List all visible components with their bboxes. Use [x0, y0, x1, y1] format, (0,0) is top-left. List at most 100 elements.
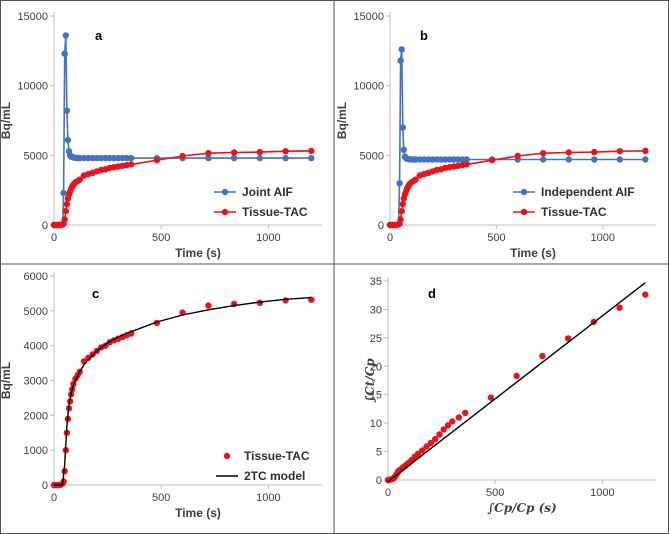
data-point — [540, 150, 547, 157]
x-tick-label: 500 — [152, 492, 170, 504]
legend-label: Tissue-TAC — [244, 449, 310, 463]
data-point — [616, 156, 623, 163]
y-tick-label: 0 — [42, 220, 48, 232]
data-point — [308, 147, 315, 155]
x-tick-label: 0 — [385, 487, 391, 499]
data-point — [565, 149, 572, 156]
data-point — [463, 161, 470, 168]
y-tick-label: 5000 — [24, 150, 48, 162]
series-tissue-tac — [386, 147, 649, 229]
data-point — [412, 176, 419, 183]
data-point — [153, 157, 161, 164]
data-point — [397, 57, 404, 64]
y-tick-label: 10 — [370, 418, 382, 430]
y-tick-label: 20 — [370, 361, 382, 373]
data-point — [455, 414, 462, 421]
y-tick-label: 5 — [376, 447, 382, 459]
x-tick-label: 1000 — [256, 232, 280, 244]
series-line — [387, 282, 646, 483]
data-point — [282, 148, 289, 155]
data-point — [398, 207, 405, 215]
legend-label: Tissue-TAC — [242, 205, 308, 219]
x-tick-label: 0 — [51, 232, 57, 244]
data-point — [128, 154, 135, 162]
data-point — [62, 207, 69, 215]
data-point — [423, 443, 430, 450]
data-point — [76, 176, 83, 183]
x-axis-title: ∫Cp/Cp (s) — [487, 501, 557, 515]
data-point — [564, 335, 572, 342]
series-2tc-model — [54, 296, 312, 486]
data-point — [616, 148, 623, 155]
y-tick-label: 15 — [370, 390, 382, 402]
data-point — [63, 107, 71, 114]
data-point — [427, 439, 435, 447]
x-axis-title: Time (s) — [175, 246, 221, 260]
y-tick-label: 30 — [370, 304, 382, 316]
data-point — [64, 136, 72, 144]
data-point — [128, 161, 135, 168]
data-point — [513, 372, 520, 380]
data-point — [399, 124, 406, 131]
panel-b: 0 5000 10000 15000 0 500 1000 Time (s) Bq/mL b Ind… — [335, 11, 656, 260]
y-tick-label: 6000 — [24, 271, 48, 283]
data-point — [399, 200, 406, 208]
panel-label: c — [92, 286, 99, 301]
data-point — [565, 156, 572, 163]
data-point — [463, 156, 470, 163]
x-tick-label: 0 — [51, 492, 57, 504]
y-tick-label: 0 — [42, 480, 48, 492]
panel-c: 0 1000 2000 3000 4000 5000 6000 0 500 1000 Time (s… — [0, 271, 322, 520]
panel-d: 0 5 10 15 20 25 30 35 0 500 1000 ∫Cp/Cp (s) ∫Ct/Cp d — [363, 276, 656, 515]
data-point — [396, 180, 403, 187]
data-point — [256, 148, 263, 156]
data-point — [282, 297, 289, 304]
data-point — [62, 32, 69, 39]
x-tick-label: 500 — [486, 487, 504, 499]
y-tick-label: 2000 — [24, 410, 48, 422]
legend: Independent AIF Tissue-TAC — [513, 185, 635, 219]
x-tick-label: 500 — [152, 232, 170, 244]
data-point — [642, 291, 649, 298]
data-point — [462, 409, 469, 417]
x-axis-title: Time (s) — [510, 246, 556, 260]
y-tick-label: 1000 — [24, 445, 48, 457]
data-point — [514, 152, 521, 160]
data-point — [61, 50, 68, 57]
legend-label: 2TC model — [244, 469, 305, 483]
y-tick-label: 0 — [376, 475, 382, 487]
y-axis-title: Bq/mL — [335, 102, 349, 139]
data-point — [591, 148, 598, 156]
legend-swatch-marker — [221, 188, 229, 196]
data-point — [397, 216, 404, 223]
x-tick-label: 1000 — [590, 487, 614, 499]
legend-swatch-marker — [223, 452, 231, 460]
series-line — [54, 296, 312, 486]
y-tick-label: 5000 — [360, 150, 384, 162]
legend: Tissue-TAC 2TC model — [216, 449, 310, 483]
x-axis-title: Time (s) — [175, 506, 221, 520]
data-point — [230, 149, 238, 156]
y-tick-label: 15000 — [353, 11, 384, 23]
y-tick-label: 0 — [378, 220, 384, 232]
y-tick-label: 15000 — [17, 11, 48, 23]
x-tick-label: 500 — [487, 232, 505, 244]
panel-label: b — [420, 28, 428, 43]
data-point — [449, 418, 456, 425]
series-independent-aif — [386, 46, 649, 229]
x-tick-label: 1000 — [591, 232, 615, 244]
data-point — [591, 156, 598, 163]
y-tick-label: 25 — [370, 333, 382, 345]
legend-label: Joint AIF — [242, 185, 293, 199]
data-point — [85, 354, 92, 362]
legend-swatch-marker — [520, 208, 528, 216]
data-point — [642, 156, 649, 163]
data-point — [61, 216, 68, 223]
legend-swatch-marker — [221, 208, 229, 216]
data-point — [282, 154, 289, 162]
legend-label: Independent AIF — [541, 185, 635, 199]
data-point — [436, 431, 443, 438]
data-point — [256, 154, 263, 162]
series-tissue-tac — [50, 147, 315, 229]
